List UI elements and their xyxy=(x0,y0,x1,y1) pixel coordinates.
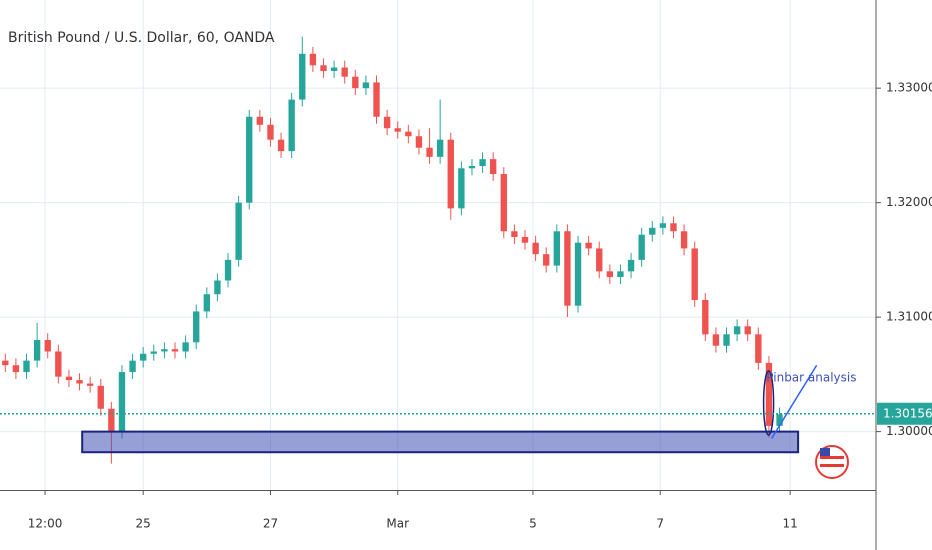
candle-body xyxy=(2,360,9,366)
overlays: Pinbar analysis xyxy=(0,364,875,454)
candle-body xyxy=(596,248,603,272)
candle-body xyxy=(65,376,73,381)
candle-body xyxy=(214,280,221,295)
trendline xyxy=(770,364,818,439)
candle-body xyxy=(436,139,444,157)
x-tick-label: 11 xyxy=(783,517,798,531)
candle-body xyxy=(776,414,783,426)
candle-body xyxy=(161,349,168,352)
candle-body xyxy=(511,231,518,237)
candle-body xyxy=(235,202,242,260)
candle-body xyxy=(76,380,83,384)
x-tick-label: 12:00 xyxy=(28,517,63,531)
x-tick-label: 5 xyxy=(529,517,537,531)
last-price-box xyxy=(877,402,932,425)
candle-body xyxy=(362,82,370,89)
candle-body xyxy=(490,159,497,175)
candle-body xyxy=(606,271,614,278)
candle-body xyxy=(638,234,645,260)
candle-body xyxy=(394,128,401,132)
candle-body xyxy=(203,294,210,312)
candle-body xyxy=(755,334,762,363)
candle-body xyxy=(97,385,104,409)
candle-body xyxy=(405,131,412,137)
candle-body xyxy=(373,82,380,117)
candle-body xyxy=(415,136,423,148)
candle-body xyxy=(458,168,465,209)
candle-body xyxy=(691,248,698,300)
candle-body xyxy=(564,231,571,306)
candle-body xyxy=(680,231,688,249)
chart-title: British Pound / U.S. Dollar, 60, OANDA xyxy=(8,30,275,46)
candle-body xyxy=(765,362,773,426)
candle-body xyxy=(288,99,295,152)
grid xyxy=(0,0,875,490)
candle-body xyxy=(585,242,592,249)
candle-body xyxy=(733,326,741,335)
candle-body xyxy=(574,242,582,306)
candle-body xyxy=(193,311,200,343)
candle-body xyxy=(256,116,264,125)
candle-body xyxy=(479,159,486,167)
candle-body xyxy=(44,340,51,352)
y-tick-label: 1.31000 xyxy=(886,310,932,324)
candle-body xyxy=(86,383,94,386)
candle-body xyxy=(246,116,253,203)
candle-body xyxy=(500,174,507,232)
y-tick-label: 1.32000 xyxy=(886,195,932,209)
candle-body xyxy=(320,65,327,71)
candles xyxy=(2,36,783,464)
candle-body xyxy=(224,259,232,281)
candle-body xyxy=(521,236,529,243)
candle-body xyxy=(627,259,635,272)
x-tick-label: 7 xyxy=(656,517,664,531)
candle-body xyxy=(649,227,656,235)
candle-body xyxy=(712,334,720,346)
candle-body xyxy=(553,231,560,266)
candle-body xyxy=(670,223,677,232)
logo xyxy=(815,445,849,479)
y-tick-label: 1.30000 xyxy=(886,424,932,438)
candle-body xyxy=(468,166,476,169)
zone xyxy=(81,430,800,454)
candle-body xyxy=(150,351,157,354)
candle-body xyxy=(182,342,189,352)
candle-body xyxy=(617,271,624,278)
candle-body xyxy=(129,360,136,373)
candle-body xyxy=(723,334,730,346)
candle-body xyxy=(426,147,433,157)
candle-body xyxy=(309,53,317,66)
candle-body xyxy=(744,326,751,335)
candle-body xyxy=(55,351,62,377)
candle-body xyxy=(277,139,285,152)
candle-body xyxy=(108,408,115,432)
candle-body xyxy=(299,53,306,100)
pinbar-highlight xyxy=(762,370,775,436)
candle-body xyxy=(267,124,274,140)
candle-body xyxy=(659,223,667,228)
x-tick-label: Mar xyxy=(386,517,409,531)
candle-body xyxy=(383,116,391,129)
candle-body xyxy=(543,254,550,266)
candle-body xyxy=(532,242,539,255)
candle-body xyxy=(33,340,41,361)
candle-body xyxy=(118,372,126,432)
candle-body xyxy=(140,353,147,361)
candle-body xyxy=(23,360,30,373)
candle-body xyxy=(171,349,179,352)
x-tick-label: 25 xyxy=(136,517,151,531)
candle-body xyxy=(352,76,359,89)
y-tick-label: 1.33000 xyxy=(886,81,932,95)
candle-body xyxy=(330,67,338,71)
x-tick-label: 27 xyxy=(263,517,278,531)
candle-body xyxy=(341,67,348,77)
candle-body xyxy=(447,139,454,209)
last-price-label: 1.30156 xyxy=(883,406,932,420)
candle-body xyxy=(702,299,709,335)
candle-body xyxy=(12,365,20,373)
annotation: Pinbar analysis xyxy=(766,370,856,384)
